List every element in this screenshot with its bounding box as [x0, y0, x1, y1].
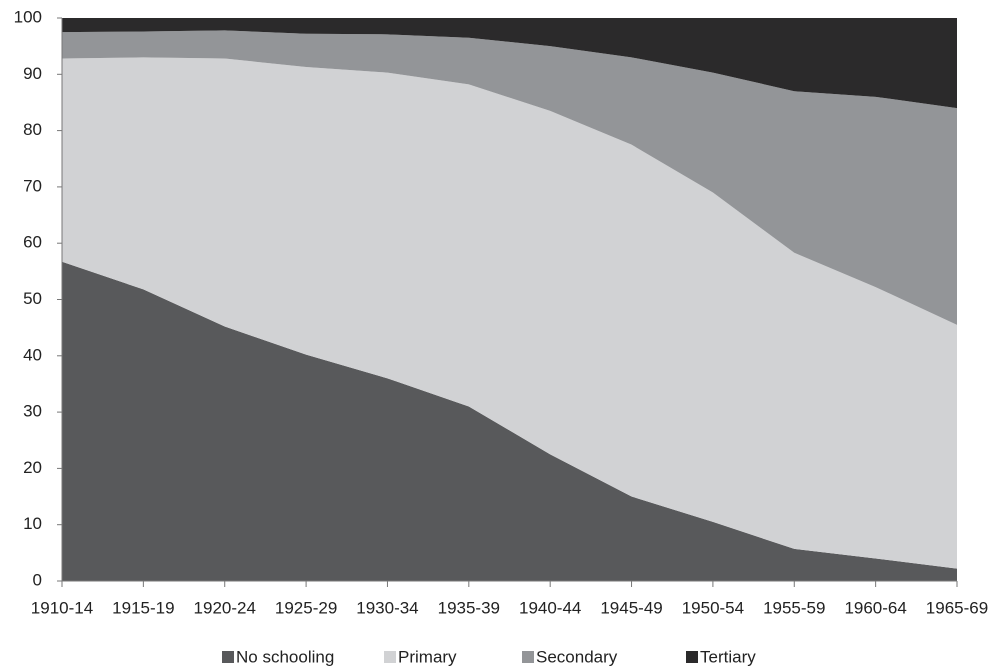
legend-label: Primary — [398, 647, 457, 666]
x-tick-label: 1940-44 — [519, 598, 581, 617]
x-tick-label: 1950-54 — [682, 598, 744, 617]
x-tick-label: 1965-69 — [926, 598, 988, 617]
x-tick-label: 1935-39 — [438, 598, 500, 617]
x-tick-label: 1960-64 — [844, 598, 906, 617]
legend-swatch — [222, 651, 234, 663]
area — [62, 18, 957, 109]
legend-swatch — [522, 651, 534, 663]
legend-label: Secondary — [536, 647, 618, 666]
y-tick-label: 30 — [23, 402, 42, 421]
x-tick-label: 1910-14 — [31, 598, 93, 617]
y-tick-label: 80 — [23, 120, 42, 139]
legend-swatch — [384, 651, 396, 663]
x-tick-label: 1930-34 — [356, 598, 418, 617]
y-tick-label: 60 — [23, 233, 42, 252]
y-tick-label: 70 — [23, 176, 42, 195]
y-tick-label: 40 — [23, 345, 42, 364]
legend-label: No schooling — [236, 647, 334, 666]
x-tick-label: 1945-49 — [600, 598, 662, 617]
legend-swatch — [686, 651, 698, 663]
area — [62, 57, 957, 569]
area — [62, 30, 957, 325]
y-tick-label: 90 — [23, 64, 42, 83]
legend-label: Tertiary — [700, 647, 756, 666]
x-tick-label: 1925-29 — [275, 598, 337, 617]
y-tick-label: 100 — [14, 7, 42, 26]
y-tick-label: 0 — [33, 570, 42, 589]
y-tick-label: 50 — [23, 289, 42, 308]
x-tick-label: 1915-19 — [112, 598, 174, 617]
area — [62, 261, 957, 581]
y-tick-label: 20 — [23, 458, 42, 477]
x-tick-label: 1920-24 — [194, 598, 256, 617]
x-tick-label: 1955-59 — [763, 598, 825, 617]
y-tick-label: 10 — [23, 514, 42, 533]
